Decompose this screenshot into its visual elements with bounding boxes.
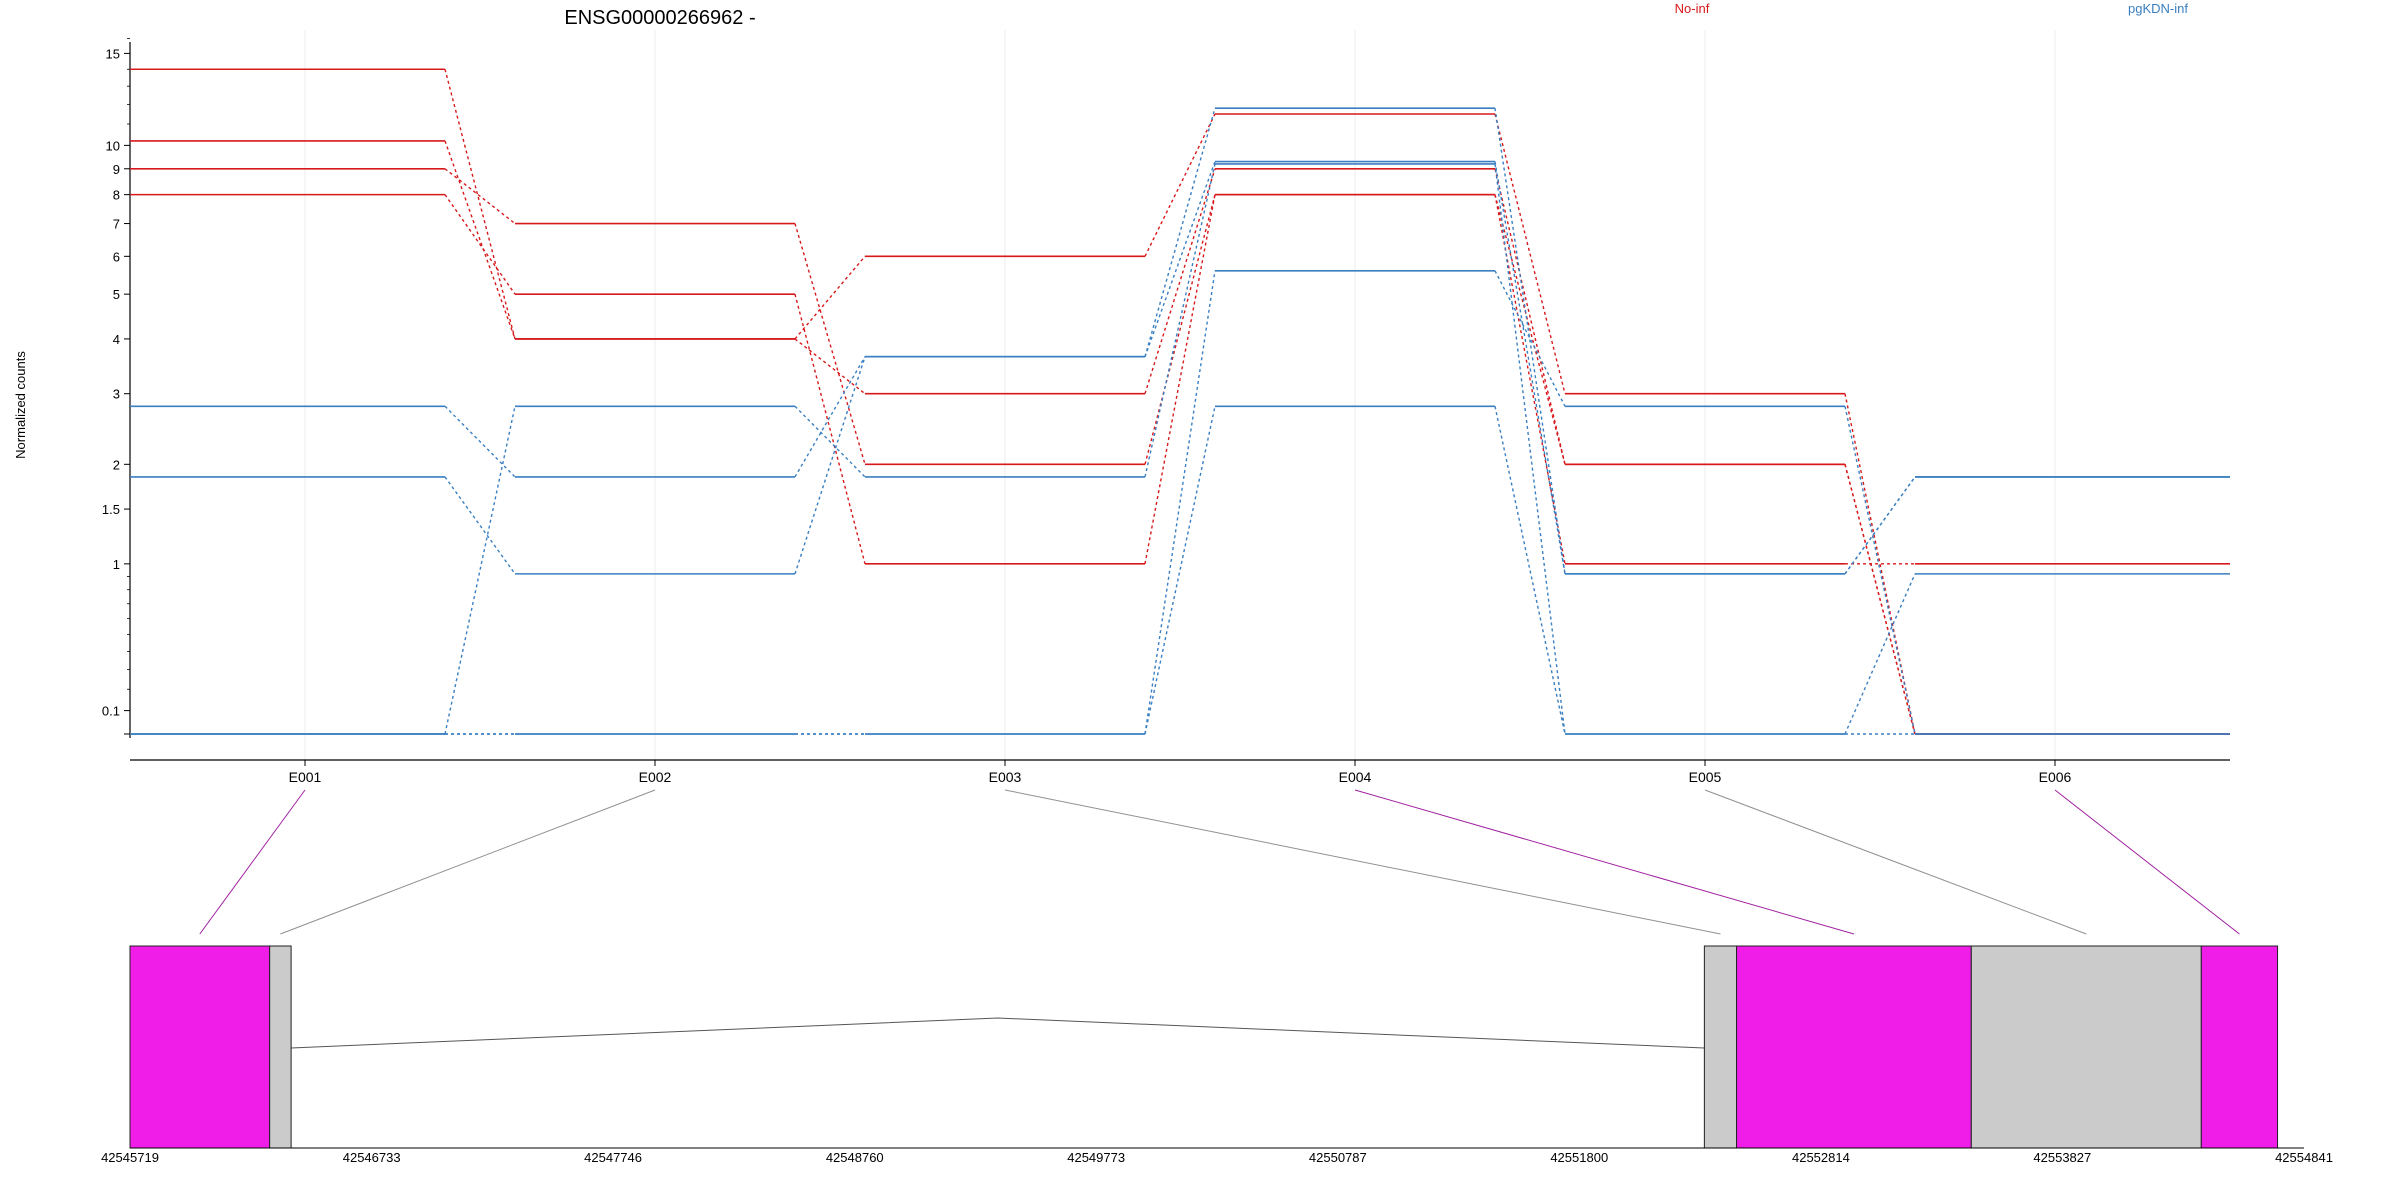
data-connector [1144, 161, 1216, 357]
data-connector [444, 69, 516, 340]
data-connector [1844, 476, 1916, 575]
axes: 0.1 1 1.5 2 3 4 5 6 7 8 9 10 15 E001 E002 E003 E004 E005 E… [102, 38, 2230, 785]
genome-coordinate-label: 42550787 [1309, 1150, 1367, 1165]
series-No-inf-3 [130, 193, 2230, 565]
data-connector [794, 338, 866, 395]
y-tick-label: 4 [113, 332, 120, 347]
data-connector [1494, 108, 1566, 574]
exon-link-E004 [1354, 789, 1855, 935]
x-tick-label-E005: E005 [1689, 769, 1722, 785]
data-connector [1494, 270, 1566, 407]
genome-coordinate-label: 42552814 [1792, 1150, 1850, 1165]
data-connector [1844, 406, 1916, 735]
x-tick-label-E003: E003 [989, 769, 1022, 785]
y-tick-label: 5 [113, 287, 120, 302]
data-connector [1494, 194, 1566, 465]
data-connector [444, 476, 516, 575]
data-connector [1844, 573, 1916, 735]
series-pgKDN-inf-4 [130, 107, 2230, 575]
data-connector [1494, 163, 1566, 735]
exon-box-E002 [269, 945, 292, 1149]
y-axis-label: Normalized counts [13, 351, 28, 459]
y-tick-label: 1.5 [102, 502, 120, 517]
y-tick-label: 15 [106, 46, 120, 61]
exon-box-E004 [1736, 945, 1972, 1149]
exon-link-E001 [199, 789, 306, 935]
series-pgKDN-inf-7 [130, 269, 2230, 735]
x-tick-label-E001: E001 [289, 769, 322, 785]
gene-model: 42545719 42546733 42547746 42548760 42549773… [101, 945, 2333, 1165]
genome-coordinate-label: 42548760 [826, 1150, 884, 1165]
exon-link-E005 [1704, 789, 2087, 935]
data-connector [1144, 194, 1216, 564]
series-No-inf-1 [130, 140, 2230, 735]
series-pgKDN-inf-5 [130, 160, 2230, 575]
series-lines [130, 68, 2230, 735]
exon-links [199, 789, 2240, 935]
genome-coordinate-label: 42549773 [1067, 1150, 1125, 1165]
x-tick-label-E004: E004 [1339, 769, 1372, 785]
exon-box-E005 [1970, 945, 2202, 1149]
exon-link-E002 [280, 789, 656, 935]
data-connector [1844, 464, 1916, 735]
grid-lines [304, 30, 2056, 760]
data-connector [1144, 406, 1216, 735]
y-tick-label: 9 [113, 162, 120, 177]
data-connector [444, 406, 516, 735]
y-tick-label: 7 [113, 217, 120, 232]
data-connector [1144, 113, 1216, 257]
genome-coordinate-label: 42551800 [1550, 1150, 1608, 1165]
genome-coordinate-label: 42546733 [343, 1150, 401, 1165]
data-connector [794, 293, 866, 565]
data-connector [1144, 107, 1216, 357]
x-tick-label-E002: E002 [639, 769, 672, 785]
series-No-inf-2 [130, 167, 2230, 735]
genome-coordinate-label: 42553827 [2033, 1150, 2091, 1165]
data-connector [794, 255, 866, 340]
y-tick-label: 2 [113, 457, 120, 472]
exon-box-E001 [129, 945, 271, 1149]
chart-title: ENSG00000266962 - [564, 7, 755, 29]
exon-link-E003 [1004, 789, 1721, 935]
x-tick-label-E006: E006 [2039, 769, 2072, 785]
data-connector [1144, 168, 1216, 394]
data-connector [794, 356, 866, 478]
data-connector [1494, 161, 1566, 574]
data-connector [794, 356, 866, 575]
data-connector [794, 405, 866, 478]
y-tick-label: 6 [113, 249, 120, 264]
data-connector [1494, 406, 1566, 735]
genome-coordinate-label: 42554841 [2275, 1150, 2333, 1165]
genome-coordinate-label: 42545719 [101, 1150, 159, 1165]
data-connector [444, 140, 516, 340]
y-tick-label: 0.1 [102, 704, 120, 719]
y-tick-label: 3 [113, 387, 120, 402]
y-tick-label: 10 [106, 138, 120, 153]
data-connector [1144, 194, 1216, 465]
data-connector [444, 194, 516, 295]
y-tick-label: 1 [113, 557, 120, 572]
exon-box-E006 [2200, 945, 2279, 1149]
series-pgKDN-inf-6 [130, 163, 2230, 735]
intron-line [291, 1017, 1705, 1049]
legend-item-pgkdn-inf: pgKDN-inf [2128, 1, 2188, 16]
data-connector [1494, 113, 1566, 394]
y-tick-label: 8 [113, 188, 120, 203]
data-connector [444, 168, 516, 225]
data-connector [1844, 476, 1916, 575]
exon-link-E006 [2054, 789, 2240, 935]
data-connector [1494, 168, 1566, 465]
series-pgKDN-inf-8 [130, 405, 2230, 735]
exon-box-E003 [1703, 945, 1738, 1149]
legend-item-no-inf: No-inf [1675, 1, 1710, 16]
data-connector [1144, 270, 1216, 735]
data-connector [444, 405, 516, 478]
genome-coordinate-label: 42547746 [584, 1150, 642, 1165]
